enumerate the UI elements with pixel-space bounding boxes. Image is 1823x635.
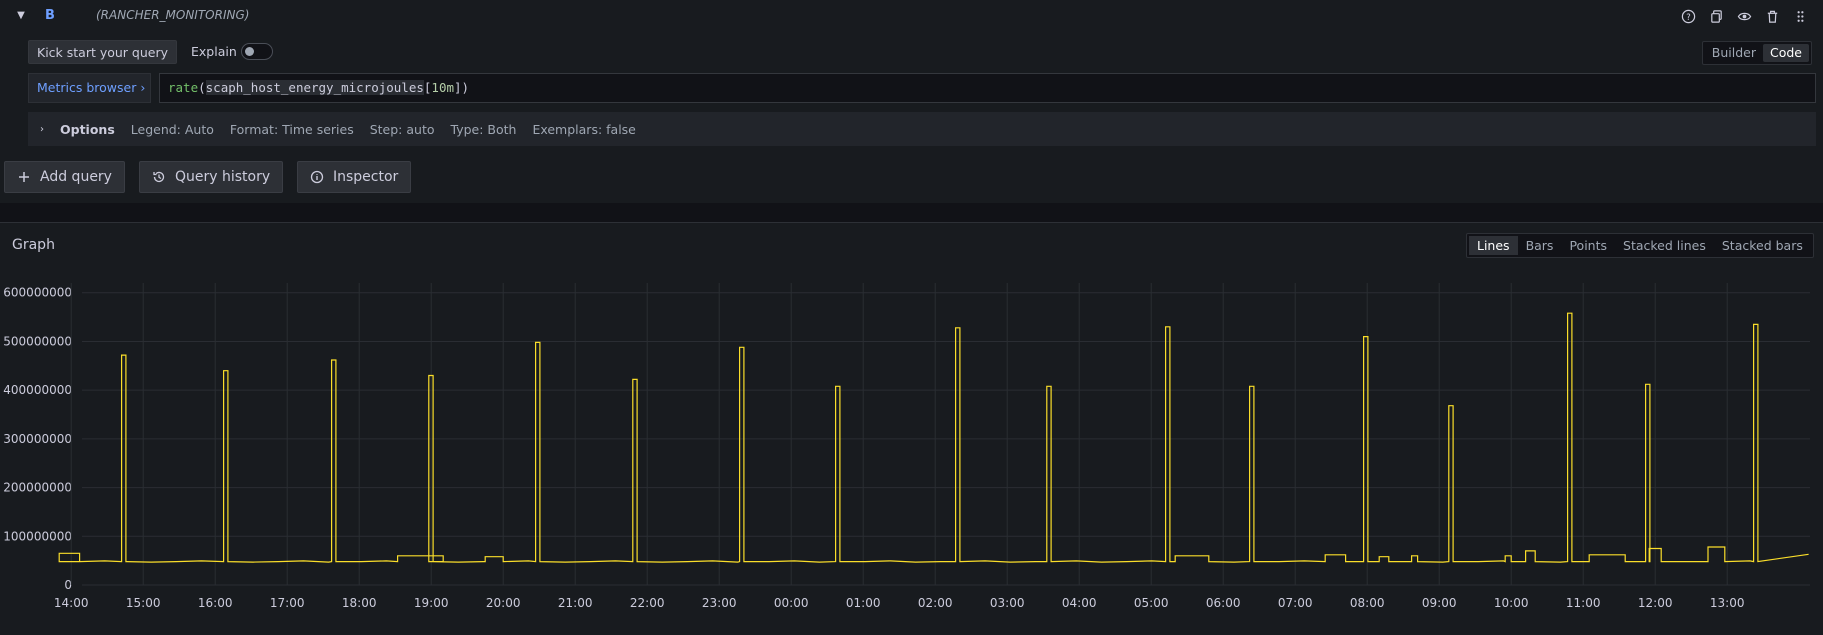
help-icon[interactable]: ? [1679, 7, 1697, 25]
time-series-chart[interactable]: 0 100000000 200000000 300000000 400000000 500… [0, 263, 1823, 635]
y-tick-label: 400000000 [3, 383, 72, 397]
y-tick-label: 200000000 [3, 481, 72, 495]
query-range: 10m [431, 80, 454, 95]
x-tick-label: 17:00 [270, 596, 305, 610]
x-tick-label: 03:00 [990, 596, 1025, 610]
graph-type-points[interactable]: Points [1569, 238, 1608, 253]
x-tick-label: 01:00 [846, 596, 881, 610]
editor-mode-switch: Builder Code [1701, 41, 1812, 65]
chevron-right-icon: › [140, 80, 146, 95]
bracket-open: [ [423, 80, 432, 95]
inspector-button[interactable]: Inspector [297, 161, 412, 193]
x-tick-label: 13:00 [1710, 596, 1745, 610]
inspector-label: Inspector [333, 169, 399, 185]
x-tick-label: 04:00 [1062, 596, 1097, 610]
y-tick-label: 600000000 [3, 286, 72, 300]
x-tick-label: 14:00 [54, 596, 89, 610]
svg-text:?: ? [1686, 11, 1690, 21]
graph-type-switch: Lines Bars Points Stacked lines Stacked … [1466, 233, 1814, 258]
option-exemplars: Exemplars: false [532, 121, 636, 137]
x-tick-label: 12:00 [1638, 596, 1673, 610]
x-tick-label: 22:00 [630, 596, 665, 610]
x-tick-label: 08:00 [1350, 596, 1385, 610]
x-tick-label: 19:00 [414, 596, 449, 610]
toggle-knob [245, 47, 254, 56]
query-actions-bar: Add query Query history Inspector [0, 148, 1823, 203]
query-ref-id[interactable]: B [45, 8, 55, 23]
y-tick-label: 500000000 [3, 334, 72, 348]
x-tick-label: 00:00 [774, 596, 809, 610]
x-tick-label: 05:00 [1134, 596, 1169, 610]
query-function: rate [168, 80, 199, 95]
collapse-chevron-icon[interactable]: ▼ [17, 10, 25, 21]
query-metric-name: scaph_host_energy_microjoules [205, 80, 424, 95]
graph-type-stacked-lines[interactable]: Stacked lines [1623, 238, 1706, 253]
options-title: Options [60, 121, 115, 137]
x-tick-label: 09:00 [1422, 596, 1457, 610]
mode-builder-button[interactable]: Builder [1711, 45, 1756, 60]
add-query-button[interactable]: Add query [4, 161, 125, 193]
y-tick-label: 0 [64, 578, 72, 592]
y-tick-label: 300000000 [3, 432, 72, 446]
metrics-browser-button[interactable]: Metrics browser › [28, 73, 151, 103]
kick-start-button[interactable]: Kick start your query [28, 40, 178, 64]
chevron-right-icon: › [40, 123, 44, 135]
query-history-label: Query history [175, 169, 271, 185]
datasource-name: (RANCHER_MONITORING) [96, 8, 250, 22]
x-tick-label: 18:00 [342, 596, 377, 610]
x-tick-label: 15:00 [126, 596, 161, 610]
x-tick-label: 23:00 [702, 596, 737, 610]
x-tick-label: 02:00 [918, 596, 953, 610]
plus-icon [17, 170, 31, 184]
graph-title: Graph [12, 237, 55, 253]
eye-icon[interactable] [1735, 7, 1753, 25]
x-tick-label: 20:00 [486, 596, 521, 610]
y-tick-label: 100000000 [3, 529, 72, 543]
query-header-actions: ? [1679, 7, 1809, 25]
query-row-header: ▼ B (RANCHER_MONITORING) ? [0, 0, 1823, 32]
query-editor: Kick start your query Explain Builder Co… [0, 32, 1823, 148]
x-tick-label: 16:00 [198, 596, 233, 610]
history-icon [152, 170, 166, 184]
drag-handle-icon[interactable] [1791, 7, 1809, 25]
explain-toggle[interactable] [241, 43, 273, 60]
graph-type-bars[interactable]: Bars [1525, 238, 1554, 253]
graph-panel: Graph Lines Bars Points Stacked lines St… [0, 222, 1823, 635]
paren-open: ( [198, 80, 206, 95]
query-history-button[interactable]: Query history [139, 161, 284, 193]
option-legend: Legend: Auto [130, 121, 214, 137]
metrics-browser-label: Metrics browser [37, 80, 137, 95]
x-tick-label: 07:00 [1278, 596, 1313, 610]
x-tick-label: 10:00 [1494, 596, 1529, 610]
add-query-label: Add query [40, 169, 112, 185]
option-type: Type: Both [450, 121, 517, 137]
x-tick-label: 21:00 [558, 596, 593, 610]
x-tick-label: 11:00 [1566, 596, 1601, 610]
duplicate-icon[interactable] [1707, 7, 1725, 25]
options-row[interactable]: › Options Legend: Auto Format: Time seri… [28, 112, 1816, 146]
info-circle-icon [310, 170, 324, 184]
option-step: Step: auto [369, 121, 435, 137]
option-format: Format: Time series [229, 121, 354, 137]
mode-code-button[interactable]: Code [1762, 44, 1809, 62]
series-line[interactable] [58, 312, 1809, 563]
graph-type-stacked-bars[interactable]: Stacked bars [1721, 238, 1803, 253]
bracket-close: ]) [454, 80, 470, 95]
explain-label: Explain [191, 44, 237, 59]
graph-type-lines[interactable]: Lines [1469, 236, 1518, 255]
trash-icon[interactable] [1763, 7, 1781, 25]
x-tick-label: 06:00 [1206, 596, 1241, 610]
query-code-input[interactable]: rate(scaph_host_energy_microjoules[10m]) [159, 73, 1816, 103]
